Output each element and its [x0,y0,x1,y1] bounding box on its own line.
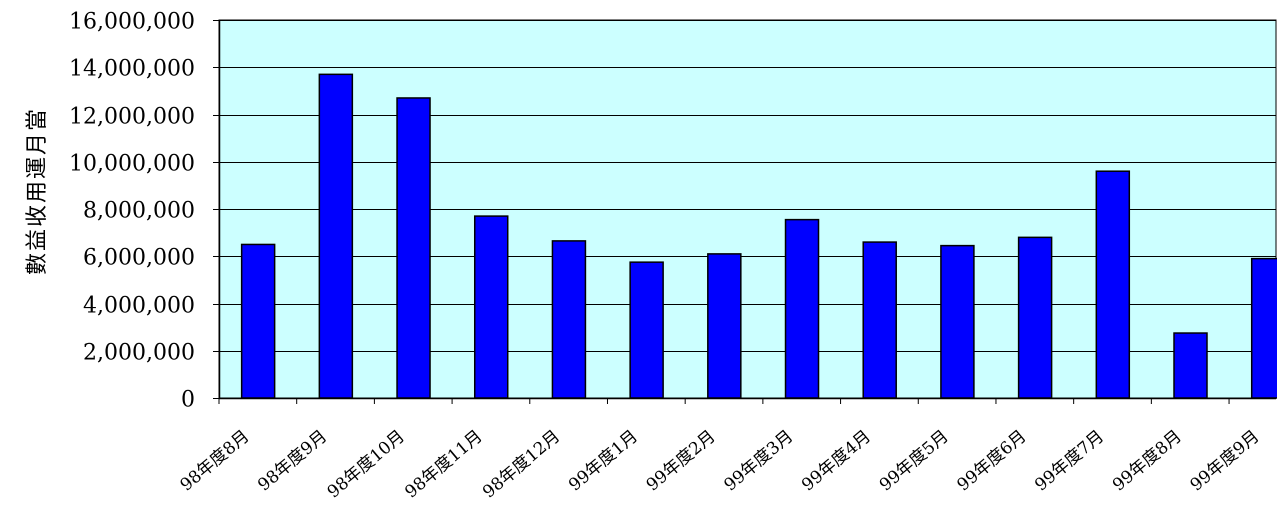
bar [862,241,897,399]
x-tick-label: 98年度8月 [177,427,254,496]
axes [213,20,1276,404]
bar [240,243,276,399]
y-tick-label: 2,000,000 [83,341,195,366]
bar [784,218,820,399]
x-tick-label: 98年度9月 [254,427,331,496]
y-tick-labels: 0 2,000,000 4,000,000 6,000,000 8,000,000 10,… [69,10,195,413]
x-tick-label: 99年度1月 [565,427,642,496]
x-tick-label: 99年度6月 [954,427,1031,496]
y-tick-label: 6,000,000 [83,246,195,271]
bar [473,215,509,399]
bar [396,97,431,399]
x-tick-label: 98年度10月 [324,427,409,503]
bar [1017,236,1053,399]
y-axis-label-char: 數 [25,253,50,275]
bar [629,261,664,399]
y-axis-label-char: 月 [25,133,50,155]
bar [707,253,742,399]
y-tick-label: 10,000,000 [69,152,195,177]
y-axis-label-char: 當 [25,109,50,131]
y-tick-label: 12,000,000 [69,105,195,130]
y-tick-label: 16,000,000 [69,10,195,35]
bar [1095,170,1131,399]
x-tick-label: 99年度8月 [1109,427,1186,496]
y-axis-label-char: 運 [25,157,50,179]
y-tick-label: 14,000,000 [69,57,195,82]
x-tick-label: 98年度12月 [479,427,564,503]
y-tick-label: 4,000,000 [83,294,195,319]
y-axis-label-char: 用 [25,181,50,203]
bar [940,244,975,399]
y-axis-label-char: 收 [25,205,50,227]
x-tick-label: 99年度7月 [1031,427,1108,496]
y-axis-label-char: 益 [25,229,50,251]
x-tick-label: 98年度11月 [401,427,486,503]
x-tick-label: 99年度9月 [1187,427,1264,496]
x-tick-label: 99年度5月 [876,427,953,496]
y-tick-label: 0 [181,388,195,413]
bar [551,240,587,399]
x-tick-label: 99年度4月 [798,427,875,496]
bar [1173,332,1208,399]
x-tick-label: 99年度3月 [720,427,797,496]
y-tick-label: 8,000,000 [83,199,195,224]
bar [318,73,354,399]
bar [1250,257,1277,399]
bars [240,73,1277,399]
x-tick-label: 99年度2月 [643,427,720,496]
